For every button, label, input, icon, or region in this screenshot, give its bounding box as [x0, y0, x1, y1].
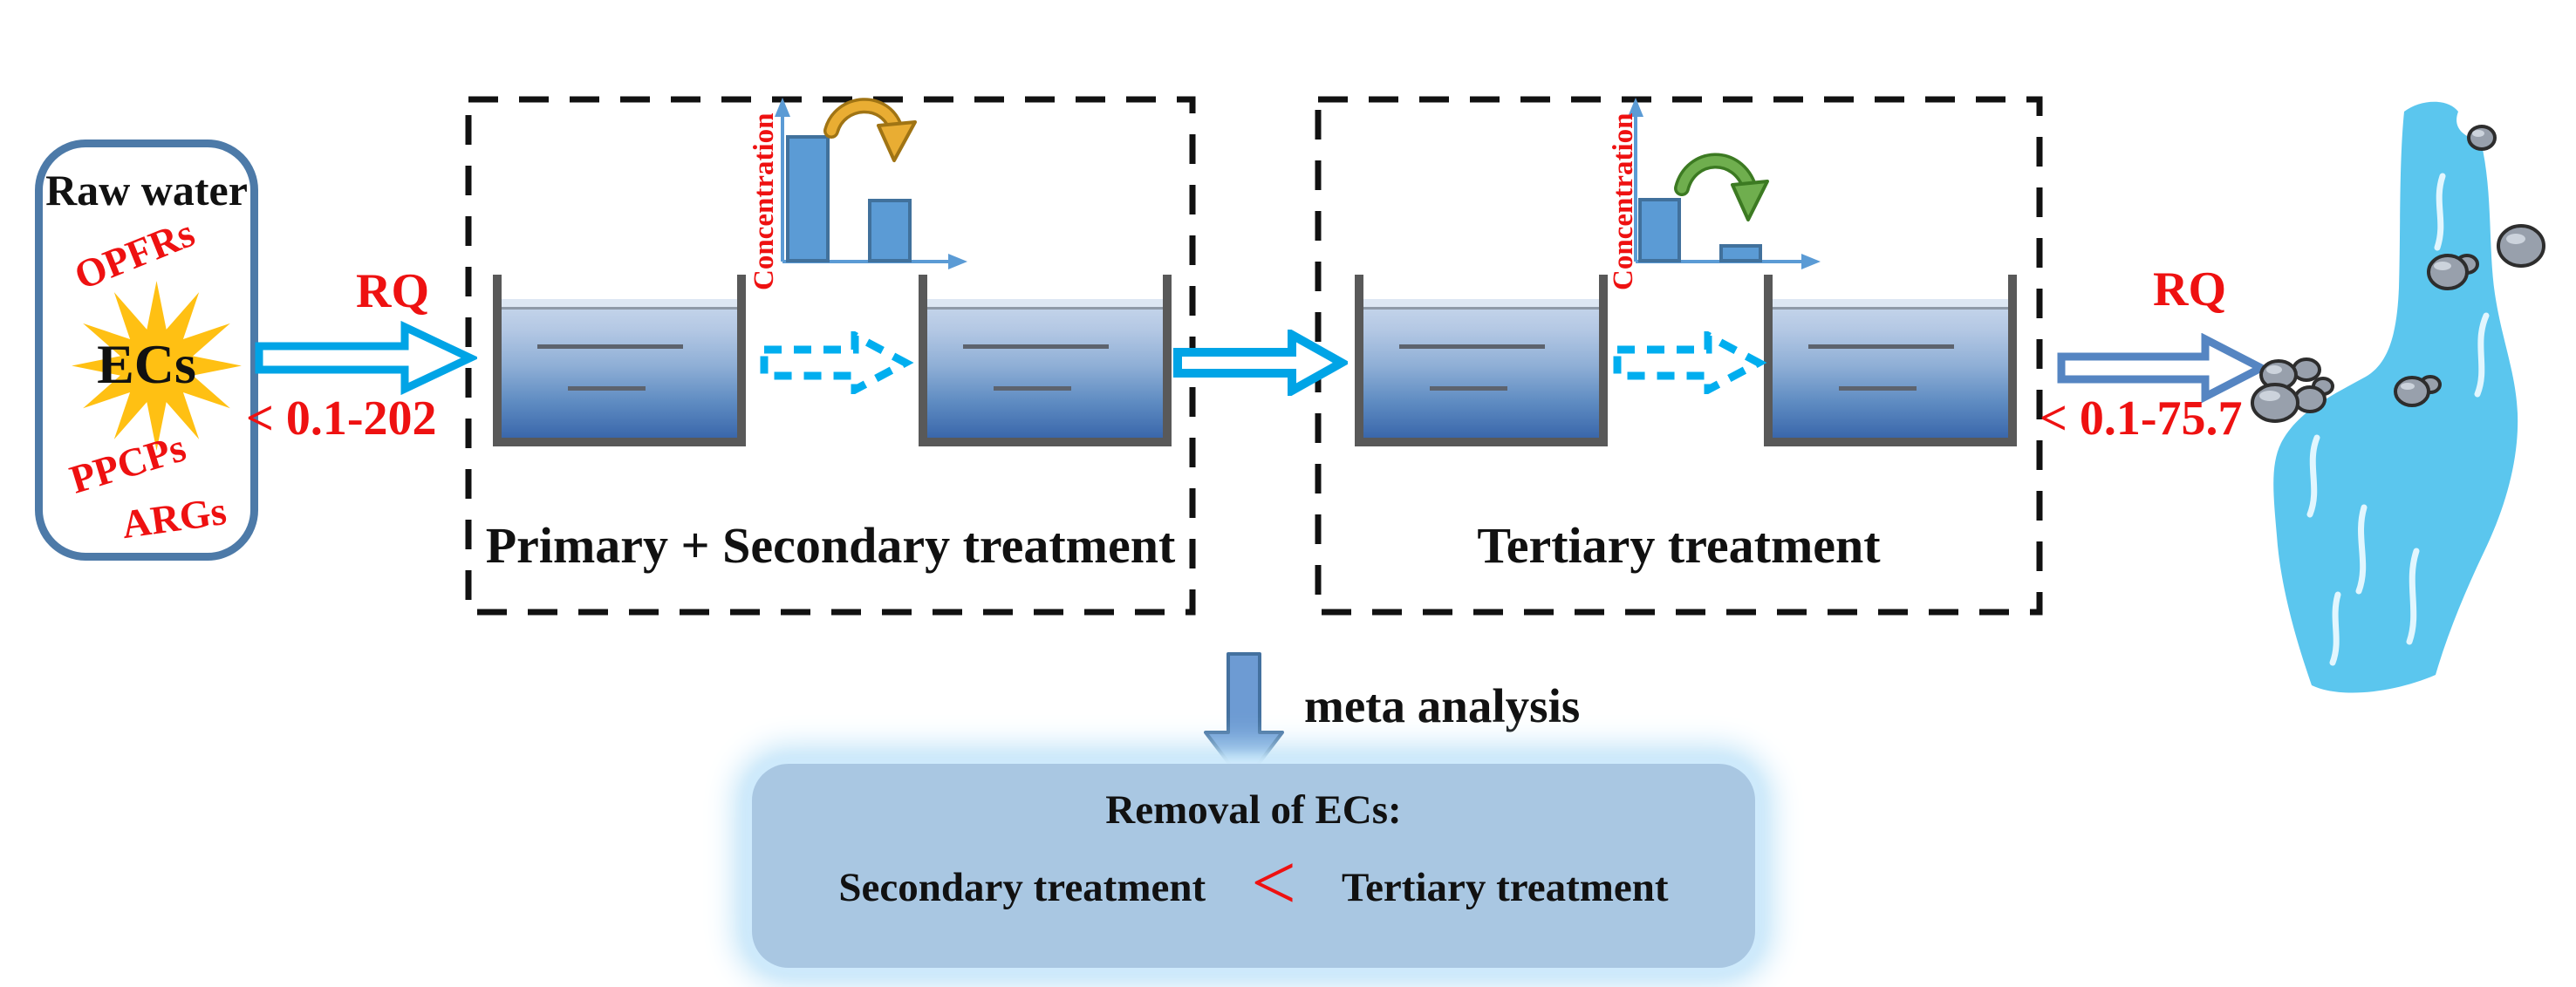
rock-highlights — [2259, 130, 2525, 401]
secondary-tank — [919, 275, 1172, 446]
less-than-symbol: < — [1251, 838, 1297, 927]
result-title: Removal of ECs: — [1105, 787, 1402, 833]
influent-arrow-icon — [255, 321, 477, 395]
tank-water — [927, 299, 1163, 438]
river-illustration — [2251, 101, 2545, 693]
removal-arrow-icon — [823, 98, 917, 162]
effluent-rq-range: < 0.1-75.7 — [2040, 391, 2243, 446]
stream-lines — [2306, 173, 2490, 666]
transfer-arrow-icon — [760, 331, 914, 394]
concentration-ylabel-tertiary: Concentration — [1608, 112, 1639, 290]
tertiary-tank-outlet — [1764, 275, 2017, 446]
raw-water-title: Raw water — [45, 166, 248, 214]
effluent-rq-label: RQ — [2153, 262, 2226, 317]
meta-analysis-arrow-icon — [1204, 652, 1284, 785]
tertiary-label: Tertiary treatment — [1477, 517, 1881, 574]
result-box: Removal of ECs: Secondary treatment < Te… — [752, 764, 1755, 968]
concentration-chart-tertiary — [1628, 98, 1821, 269]
y-axis-arrowhead — [1628, 98, 1643, 117]
tank-water — [1363, 299, 1599, 438]
x-axis-arrowhead — [1801, 254, 1821, 269]
ecs-starburst-icon — [72, 281, 242, 451]
bar-after — [1719, 244, 1762, 262]
tank-water — [502, 299, 737, 438]
x-axis-arrowhead — [948, 254, 967, 269]
influent-rq-label: RQ — [356, 264, 429, 318]
removal-arrow-icon — [1674, 153, 1769, 221]
result-comparison-row: Secondary treatment < Tertiary treatment — [752, 842, 1755, 922]
ecs-label: ECs — [97, 333, 196, 395]
tank-water — [1773, 299, 2008, 438]
bar-after — [868, 199, 912, 262]
tertiary-frame — [1315, 96, 2043, 616]
bar-before — [786, 135, 830, 262]
result-right-term: Tertiary treatment — [1342, 865, 1669, 910]
tertiary-tank-inlet — [1355, 275, 1608, 446]
transfer-arrow-icon — [1613, 331, 1767, 394]
contaminant-label-args: ARGs — [119, 487, 229, 548]
primary-secondary-label: Primary + Secondary treatment — [485, 517, 1176, 574]
result-left-term: Secondary treatment — [838, 865, 1206, 910]
concentration-chart-primary — [775, 98, 967, 269]
primary-tank — [493, 275, 746, 446]
stage-link-arrow-icon — [1173, 330, 1348, 396]
influent-rq-range: < 0.1-202 — [246, 391, 437, 446]
raw-water-panel: Raw water OPFRs ECs PPCPs ARGs — [35, 140, 258, 561]
effluent-arrow-icon — [2057, 333, 2266, 403]
concentration-ylabel-primary: Concentration — [748, 112, 780, 290]
bar-before — [1638, 198, 1681, 262]
y-axis-arrowhead — [775, 98, 790, 117]
meta-analysis-label: meta analysis — [1304, 679, 1581, 732]
